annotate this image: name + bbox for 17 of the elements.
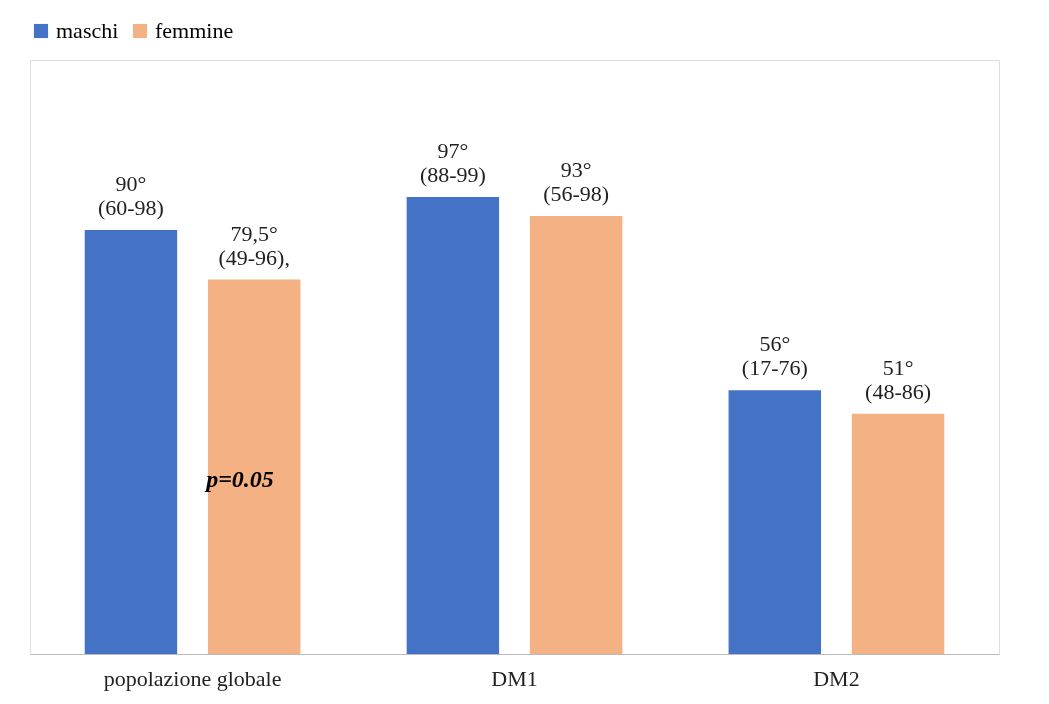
bar xyxy=(406,197,500,654)
data-label: 51° (48-86) xyxy=(865,354,932,404)
legend-label: femmine xyxy=(155,18,234,43)
bar xyxy=(529,215,623,654)
data-label: 79,5° (49-96), xyxy=(218,220,290,270)
x-tick-label: popolazione globale xyxy=(103,665,282,691)
x-tick-label: DM2 xyxy=(813,665,860,691)
x-tick-label: DM1 xyxy=(491,665,538,691)
legend-label: maschi xyxy=(56,18,119,43)
data-label: 97° (88-99) xyxy=(419,138,486,188)
bar xyxy=(728,390,822,654)
data-label: 90° (60-98) xyxy=(97,171,164,221)
data-label: 56° (17-76) xyxy=(741,331,808,381)
bar xyxy=(84,230,178,654)
data-label: 93° (56-98) xyxy=(543,156,610,206)
bar xyxy=(851,413,945,654)
annotation: p=0.05 xyxy=(204,466,274,492)
